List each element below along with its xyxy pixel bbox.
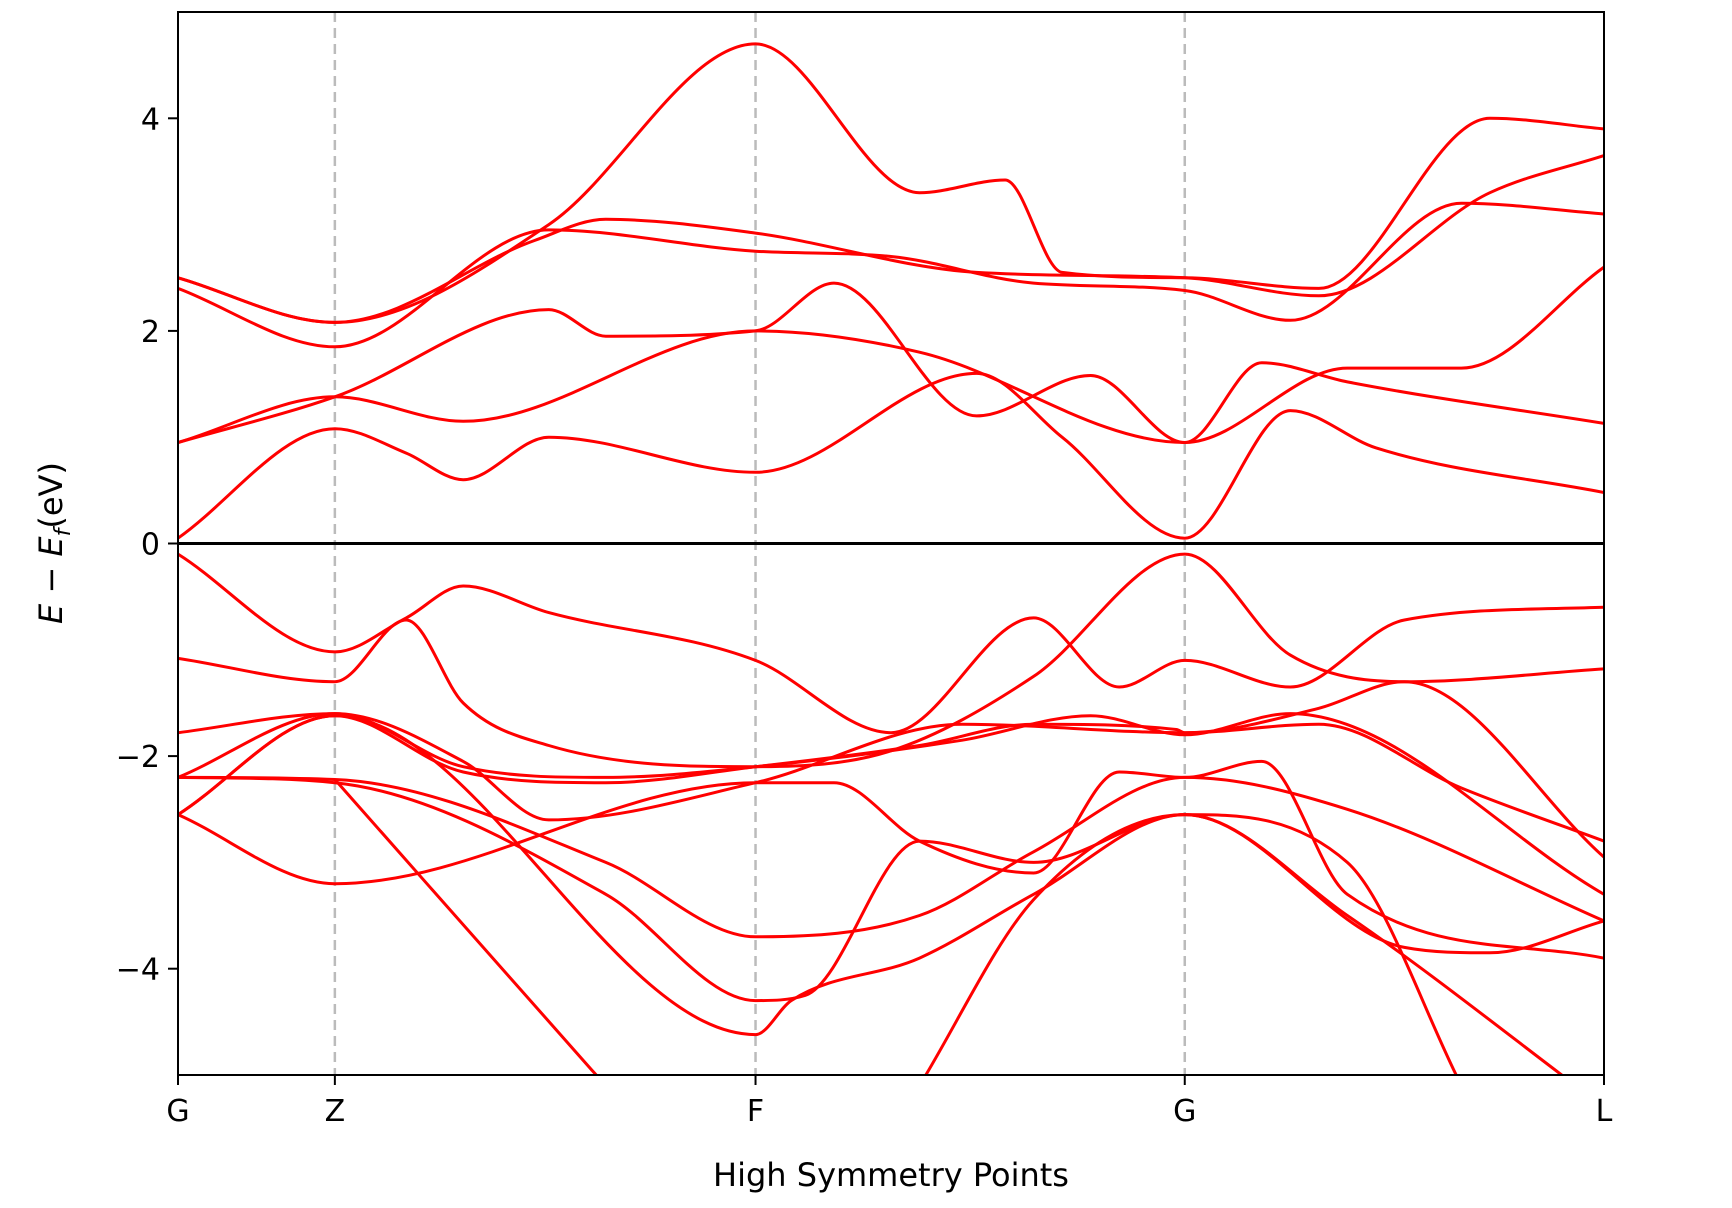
band-line-10 [178,712,1604,896]
y-label-minus: − [32,557,70,604]
band-line-3 [178,154,1604,324]
band-line-1 [178,42,1604,324]
band-line-11 [178,714,1604,843]
y-label-unit: (eV) [32,462,70,529]
y-label-sub: f [51,525,76,536]
y-label-e: E [32,603,70,624]
y-tick-label-0: −4 [116,953,160,988]
x-tick-label-2: F [747,1094,764,1129]
y-axis-label: E − Ef(eV) [32,462,76,624]
band-line-4 [178,265,1604,444]
band-line-16 [333,778,599,1075]
band-line-8 [178,552,1604,769]
y-axis-ticks: −4 −2 0 2 4 [116,102,178,988]
band-line-9 [178,680,1604,859]
x-tick-label-1: Z [325,1094,346,1129]
band-line-12 [178,775,1604,939]
y-tick-label-2: 0 [141,528,160,563]
band-line-17 [924,813,1458,1075]
x-axis-label: High Symmetry Points [713,1156,1069,1194]
band-line-6 [178,371,1604,540]
y-tick-label-1: −2 [116,740,160,775]
x-tick-label-0: G [166,1094,189,1129]
band-line-7 [178,552,1604,735]
x-tick-label-4: L [1596,1094,1613,1129]
band-line-15 [178,714,1565,1075]
y-tick-label-3: 2 [141,315,160,350]
band-line-13 [178,759,1604,960]
x-tick-label-3: G [1173,1094,1196,1129]
y-label-ef: E [32,536,70,557]
y-tick-label-4: 4 [141,102,160,137]
band-lines [178,42,1604,1075]
band-line-5 [178,329,1604,444]
band-line-2 [178,201,1604,349]
band-line-14 [178,775,1604,1003]
